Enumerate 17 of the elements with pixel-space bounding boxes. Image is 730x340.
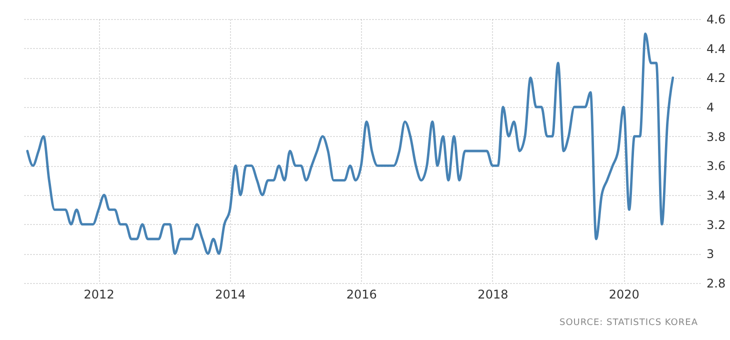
y-tick-label: 3.4 bbox=[706, 188, 726, 202]
x-tick-label: 2018 bbox=[478, 288, 508, 302]
y-tick-label: 2.8 bbox=[706, 276, 726, 290]
y-tick-label: 4.6 bbox=[706, 12, 726, 26]
y-tick-label: 4 bbox=[706, 100, 714, 114]
x-tick-label: 2014 bbox=[215, 288, 246, 302]
y-tick-label: 3.2 bbox=[706, 218, 726, 232]
y-tick-label: 4.2 bbox=[706, 71, 726, 86]
source-note: SOURCE: STATISTICS KOREA bbox=[560, 318, 698, 328]
y-tick-label: 3.8 bbox=[706, 130, 726, 144]
y-tick-label: 3.6 bbox=[706, 159, 726, 174]
y-tick-label: 3 bbox=[706, 247, 714, 262]
y-tick-label: 4.4 bbox=[706, 42, 726, 56]
x-tick-label: 2020 bbox=[608, 288, 640, 302]
x-tick-label: 2016 bbox=[346, 288, 377, 302]
x-tick-label: 2012 bbox=[84, 288, 114, 302]
line-series bbox=[26, 32, 674, 255]
